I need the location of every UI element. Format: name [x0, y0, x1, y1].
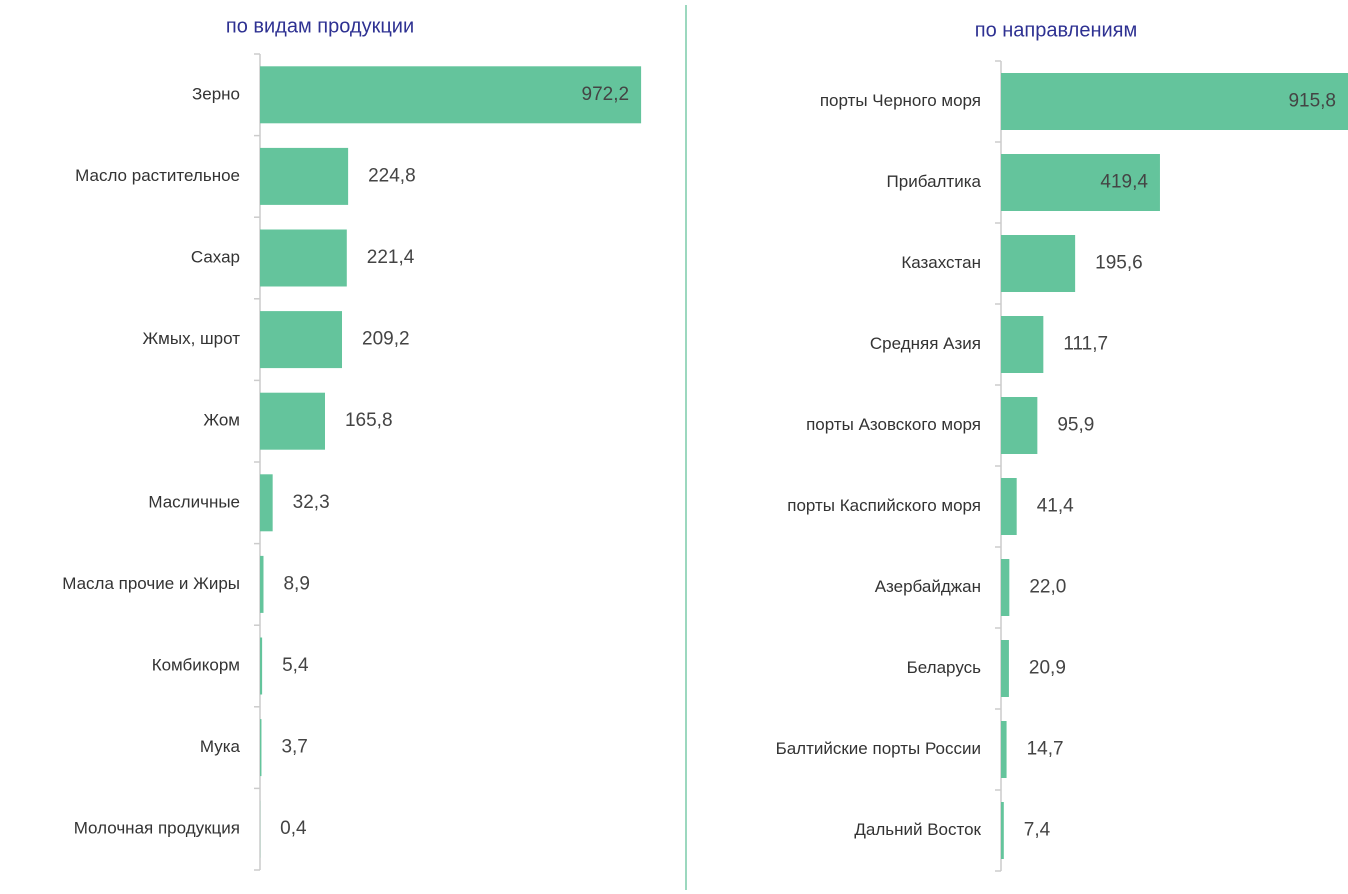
category-label: Жмых, шрот	[142, 329, 240, 348]
category-label: Масло растительное	[75, 166, 240, 185]
bar	[1001, 478, 1017, 535]
value-label: 224,8	[368, 165, 416, 186]
value-label: 419,4	[1100, 172, 1148, 193]
bar	[1001, 640, 1009, 697]
bar	[260, 392, 325, 450]
value-label: 915,8	[1288, 91, 1336, 112]
category-label: Дальний Восток	[854, 820, 981, 839]
bar	[260, 147, 349, 205]
category-label: Прибалтика	[887, 172, 982, 191]
value-label: 41,4	[1037, 496, 1074, 517]
bar	[1001, 154, 1160, 211]
value-label: 0,4	[280, 818, 307, 839]
value-label: 8,9	[283, 573, 309, 594]
category-label: Зерно	[192, 84, 240, 103]
category-label: Сахар	[191, 247, 240, 266]
bar	[260, 719, 262, 777]
category-label: порты Каспийского моря	[787, 496, 981, 515]
category-label: Мука	[200, 737, 241, 756]
category-label: Молочная продукция	[74, 819, 240, 838]
bar	[1001, 235, 1076, 292]
value-label: 111,7	[1063, 334, 1108, 355]
category-label: порты Черного моря	[820, 91, 981, 110]
value-label: 7,4	[1024, 820, 1051, 841]
chart-title: по направлениям	[975, 19, 1138, 41]
bar	[1001, 73, 1348, 130]
bar	[1001, 802, 1004, 859]
value-label: 32,3	[293, 492, 330, 513]
bar	[1001, 721, 1007, 778]
category-label: Масла прочие и Жиры	[62, 574, 240, 593]
value-label: 5,4	[282, 655, 309, 676]
value-label: 221,4	[367, 247, 415, 268]
bar	[260, 555, 264, 613]
bar	[260, 229, 347, 287]
category-label: Комбикорм	[152, 655, 240, 674]
value-label: 972,2	[582, 84, 630, 105]
bar	[260, 474, 273, 532]
bar	[260, 637, 263, 695]
value-label: 22,0	[1029, 577, 1066, 598]
category-label: Жом	[203, 411, 240, 430]
category-label: порты Азовского моря	[806, 415, 981, 434]
category-label: Балтийские порты России	[776, 739, 981, 758]
category-label: Казахстан	[901, 253, 981, 272]
category-label: Средняя Азия	[870, 334, 981, 353]
chart-title: по видам продукции	[226, 15, 414, 37]
value-label: 20,9	[1029, 658, 1066, 679]
category-label: Азербайджан	[875, 577, 981, 596]
value-label: 195,6	[1095, 253, 1143, 274]
bar	[1001, 397, 1038, 454]
bar	[1001, 559, 1010, 616]
bar	[260, 66, 642, 124]
value-label: 3,7	[281, 737, 307, 758]
value-label: 209,2	[362, 329, 410, 350]
bar	[260, 311, 343, 369]
bar	[1001, 316, 1044, 373]
value-label: 95,9	[1057, 415, 1094, 436]
value-label: 165,8	[345, 410, 393, 431]
value-label: 14,7	[1027, 739, 1064, 760]
category-label: Беларусь	[907, 658, 981, 677]
category-label: Масличные	[148, 492, 240, 511]
